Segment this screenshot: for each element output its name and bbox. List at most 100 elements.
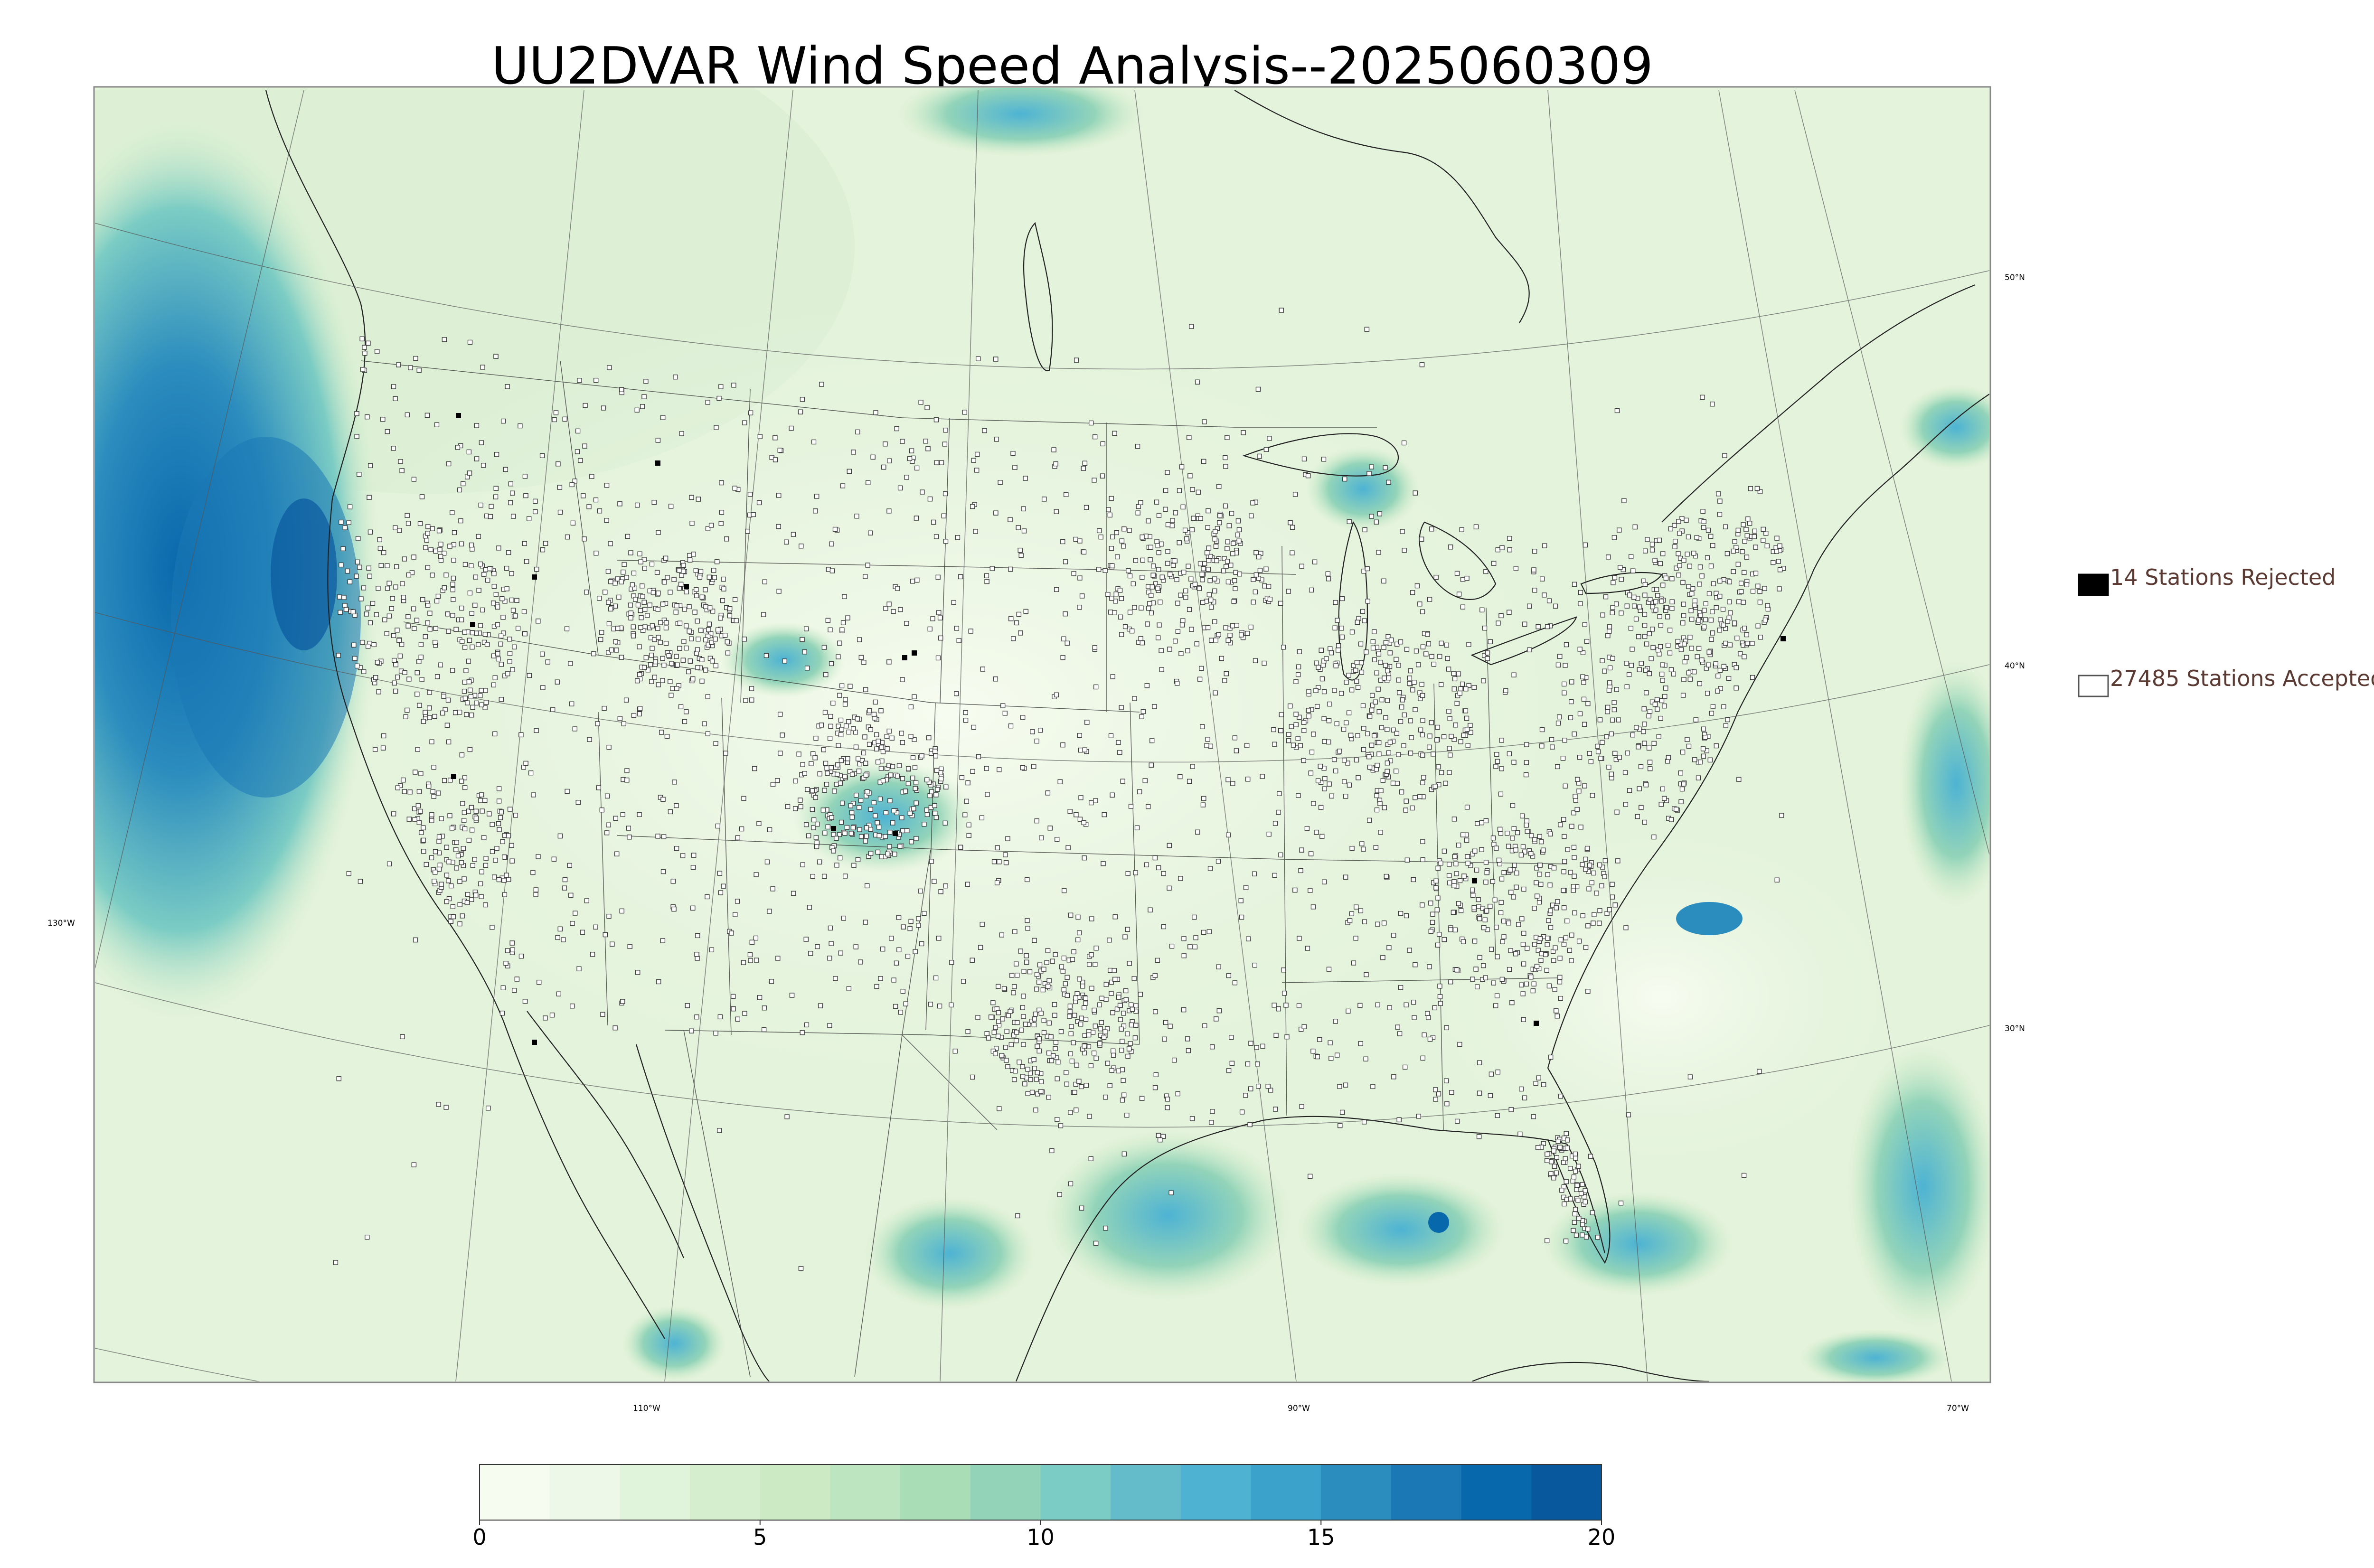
- accepted-station-marker: [1607, 624, 1612, 629]
- accepted-station-marker: [1308, 770, 1314, 776]
- accepted-station-marker: [912, 765, 918, 770]
- lon-110-line: [664, 90, 793, 1381]
- accepted-station-marker: [1423, 651, 1429, 657]
- accepted-station-marker: [806, 833, 811, 838]
- accepted-station-marker: [1569, 958, 1574, 963]
- accepted-station-marker: [913, 786, 918, 791]
- accepted-station-marker: [1226, 523, 1232, 528]
- accepted-station-marker: [1360, 703, 1366, 708]
- accepted-station-marker: [1140, 709, 1146, 714]
- accepted-station-marker: [1205, 737, 1210, 742]
- accepted-station-marker: [1383, 715, 1388, 720]
- accepted-station-marker: [697, 574, 703, 580]
- accepted-station-marker: [1738, 651, 1743, 657]
- accepted-station-marker: [1103, 1225, 1108, 1231]
- accepted-station-marker: [1310, 904, 1316, 910]
- accepted-station-marker: [1553, 603, 1558, 609]
- accepted-station-marker: [631, 713, 637, 718]
- accepted-station-marker: [1207, 866, 1213, 871]
- accepted-station-marker: [863, 838, 868, 844]
- accepted-station-marker: [1413, 795, 1418, 800]
- accepted-station-marker: [663, 555, 669, 561]
- accepted-station-marker: [1433, 1087, 1438, 1092]
- accepted-station-marker: [927, 626, 933, 632]
- accepted-station-marker: [705, 526, 711, 531]
- accepted-station-marker: [776, 589, 782, 594]
- accepted-station-marker: [1075, 1019, 1081, 1024]
- accepted-station-marker: [450, 510, 455, 515]
- accepted-station-marker: [492, 874, 497, 880]
- accepted-station-marker: [1404, 913, 1409, 919]
- accepted-station-marker: [1428, 901, 1433, 906]
- accepted-station-marker: [1209, 638, 1214, 643]
- accepted-station-marker: [1513, 951, 1518, 957]
- accepted-station-marker: [1518, 852, 1524, 858]
- accepted-station-marker: [450, 582, 455, 587]
- accepted-station-marker: [347, 504, 353, 509]
- accepted-station-marker: [1558, 1093, 1563, 1099]
- accepted-station-marker: [873, 410, 878, 415]
- accepted-station-marker: [853, 744, 859, 750]
- accepted-station-marker: [990, 1000, 996, 1005]
- accepted-station-marker: [971, 458, 976, 463]
- accepted-station-marker: [433, 849, 438, 854]
- gulf-of-california-coast: [527, 1011, 685, 1258]
- accepted-station-marker: [1035, 1070, 1040, 1075]
- accepted-station-marker: [643, 379, 649, 384]
- accepted-station-marker: [1222, 678, 1227, 683]
- accepted-station-marker: [905, 954, 911, 959]
- accepted-station-marker: [510, 667, 515, 672]
- accepted-station-marker: [1175, 629, 1181, 634]
- accepted-station-marker: [1093, 962, 1098, 967]
- accepted-station-marker: [1394, 657, 1399, 662]
- accepted-station-marker: [932, 810, 938, 816]
- accepted-station-marker: [887, 844, 892, 849]
- accepted-station-marker: [509, 940, 515, 946]
- accepted-station-marker: [642, 607, 648, 612]
- accepted-station-marker: [1465, 861, 1470, 866]
- accepted-station-marker: [459, 639, 465, 644]
- accepted-station-marker: [739, 826, 744, 832]
- accepted-station-marker: [1532, 837, 1537, 842]
- accepted-station-marker: [492, 731, 498, 737]
- accepted-station-marker: [1710, 704, 1716, 709]
- accepted-station-marker: [1758, 635, 1763, 640]
- accepted-station-marker: [1020, 1064, 1025, 1069]
- accepted-station-marker: [634, 407, 640, 413]
- accepted-station-marker: [1460, 681, 1465, 687]
- accepted-station-marker: [1212, 588, 1217, 594]
- accepted-station-marker: [1229, 1035, 1234, 1040]
- accepted-station-marker: [926, 735, 932, 741]
- accepted-station-marker: [1036, 1048, 1042, 1054]
- accepted-station-marker: [1106, 507, 1111, 512]
- accepted-station-marker: [1491, 980, 1496, 986]
- accepted-station-marker: [900, 740, 905, 745]
- accepted-station-marker: [647, 602, 652, 608]
- accepted-station-marker: [1456, 901, 1461, 906]
- accepted-station-marker: [1605, 704, 1611, 710]
- accepted-station-marker: [1332, 688, 1337, 693]
- accepted-station-marker: [1112, 976, 1118, 982]
- accepted-station-marker: [1604, 734, 1609, 740]
- accepted-station-marker: [599, 807, 604, 813]
- accepted-station-marker: [890, 764, 895, 769]
- accepted-station-marker: [1611, 700, 1617, 705]
- accepted-station-marker: [1647, 760, 1653, 765]
- accepted-station-marker: [1068, 1110, 1073, 1115]
- accepted-station-marker: [429, 855, 434, 861]
- accepted-station-marker: [920, 489, 925, 495]
- accepted-station-marker: [1536, 1075, 1541, 1080]
- accepted-station-marker: [1509, 1000, 1515, 1005]
- accepted-station-marker: [1625, 751, 1630, 756]
- accepted-station-marker: [568, 661, 573, 666]
- accepted-station-marker: [1617, 755, 1622, 760]
- accepted-station-marker: [804, 626, 809, 631]
- accepted-station-marker: [1163, 488, 1168, 493]
- accepted-station-marker: [1655, 706, 1660, 712]
- accepted-station-marker: [1494, 924, 1499, 930]
- accepted-station-marker: [637, 812, 642, 817]
- accepted-station-marker: [1524, 822, 1529, 828]
- accepted-station-marker: [1609, 771, 1614, 777]
- accepted-station-marker: [942, 441, 948, 447]
- accepted-station-marker: [1618, 1201, 1624, 1206]
